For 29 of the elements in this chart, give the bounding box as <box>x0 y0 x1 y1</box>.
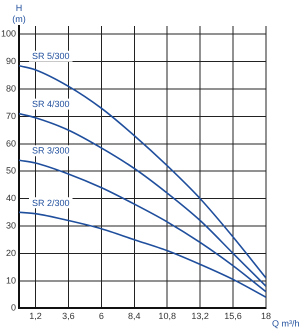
x-tick-label: 8,4 <box>128 311 141 322</box>
x-tick-label: 15,6 <box>224 311 242 322</box>
line-series <box>19 212 266 298</box>
y-axis-title: H (m) <box>12 2 26 24</box>
y-tick-label: 0 <box>10 302 16 313</box>
y-tick-label: 70 <box>6 110 16 121</box>
y-tick-label: 60 <box>6 138 16 148</box>
y-tick-label: 40 <box>6 193 16 204</box>
y-tick-label: 10 <box>6 275 16 286</box>
series-label: SR 5/300 <box>32 51 70 62</box>
y-tick-label: 20 <box>6 248 16 258</box>
series-label: SR 4/300 <box>32 99 70 110</box>
series-label: SR 2/300 <box>32 198 70 208</box>
y-tick-label: 90 <box>6 56 16 66</box>
x-tick-label: 10,8 <box>158 311 176 322</box>
y-tick-label: 30 <box>6 220 16 230</box>
x-axis-title: Q m³/h <box>272 318 300 329</box>
y-tick-label: 80 <box>6 84 16 94</box>
x-tick-label: 6 <box>98 311 104 322</box>
y-tick-label: 100 <box>0 28 16 39</box>
series-label: SR 3/300 <box>32 146 70 156</box>
line-series <box>19 64 266 279</box>
line-series <box>19 112 266 288</box>
x-tick-label: 18 <box>260 311 272 322</box>
x-tick-label: 3,6 <box>62 311 75 322</box>
x-tick-label: 13,2 <box>191 311 209 322</box>
x-tick-label: 1,2 <box>29 311 42 322</box>
y-tick-label: 50 <box>6 166 16 176</box>
line-series <box>19 159 266 293</box>
